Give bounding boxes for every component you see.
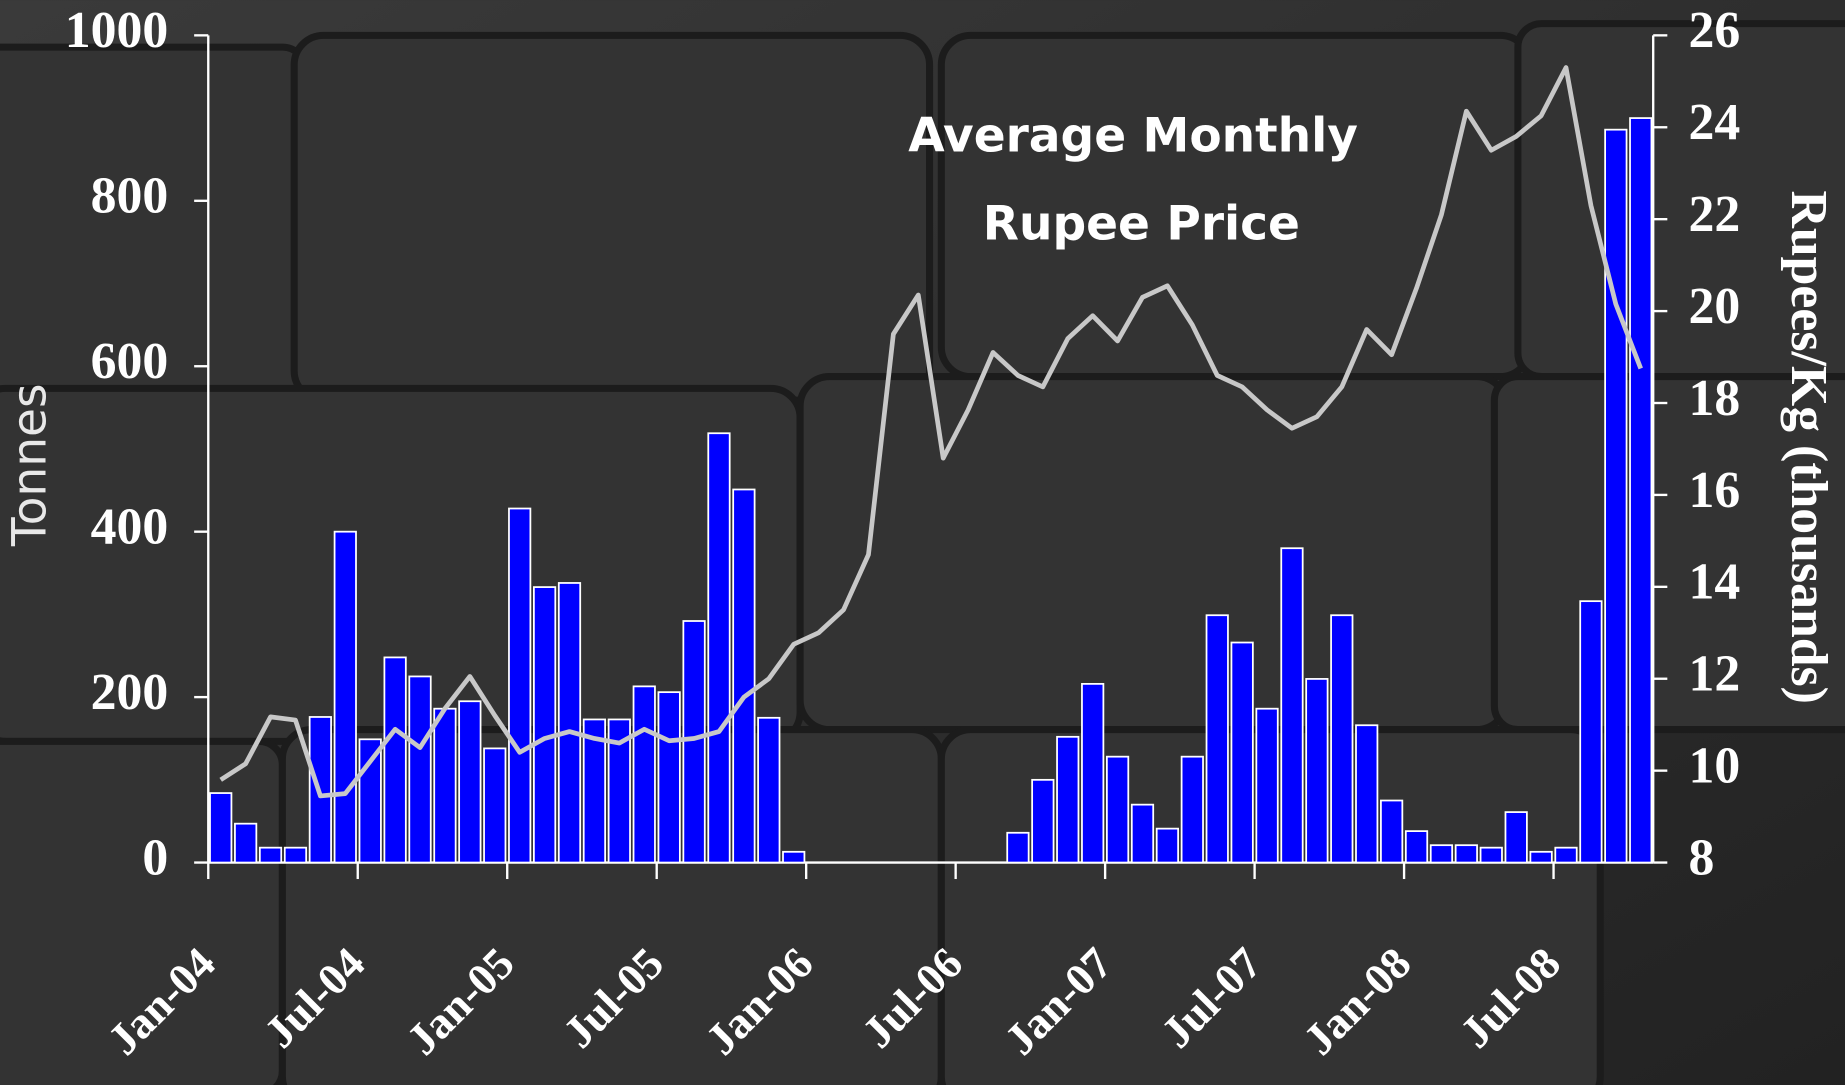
bar: [1182, 757, 1203, 863]
y2-tick-label: 26: [1689, 2, 1741, 59]
bar: [559, 583, 580, 863]
bar: [1207, 615, 1228, 862]
bar: [534, 587, 555, 862]
bar: [384, 657, 405, 862]
bar: [1157, 829, 1178, 863]
bar: [733, 489, 754, 862]
bar: [1630, 118, 1651, 862]
bar: [509, 509, 530, 863]
bar: [1406, 831, 1427, 862]
bar: [708, 433, 729, 862]
bar: [409, 676, 430, 862]
y2-tick-label: 24: [1689, 94, 1741, 151]
bar: [783, 852, 804, 863]
y-tick-label: 800: [91, 168, 169, 225]
bar: [1132, 805, 1153, 863]
bar: [658, 692, 679, 862]
y2-tick-label: 8: [1689, 829, 1715, 886]
bar: [1007, 833, 1028, 863]
bar: [1256, 709, 1277, 863]
y2-axis-label: Rupees/Kg (thousands): [1780, 190, 1837, 703]
y2-tick-label: 20: [1689, 278, 1741, 335]
y2-tick-label: 22: [1689, 186, 1741, 243]
bar: [1082, 684, 1103, 863]
bar: [285, 848, 306, 863]
bar: [1605, 130, 1626, 863]
bar: [1481, 848, 1502, 863]
annotation: Rupee Price: [983, 197, 1300, 252]
bar: [1057, 737, 1078, 863]
bar: [1032, 780, 1053, 863]
bar: [1431, 845, 1452, 862]
y2-tick-label: 12: [1689, 646, 1741, 703]
bar: [1356, 725, 1377, 862]
y2-tick-label: 14: [1689, 554, 1741, 611]
bar: [335, 532, 356, 863]
bar: [1107, 757, 1128, 863]
bar: [1580, 601, 1601, 862]
bar: [1555, 848, 1576, 863]
bricks: [0, 24, 1845, 1085]
bar: [1530, 852, 1551, 863]
bar: [434, 709, 455, 863]
bar: [758, 718, 779, 863]
y-tick-label: 1000: [65, 2, 169, 59]
annotation: Average Monthly: [908, 108, 1358, 163]
bar: [683, 621, 704, 863]
chart: Average Monthly Rupee Price Tonnes Rupee…: [0, 0, 1845, 1085]
bar: [210, 793, 231, 862]
y-axis-label: Tonnes: [2, 384, 57, 548]
bar: [1281, 548, 1302, 862]
bar: [260, 848, 281, 863]
bar: [634, 686, 655, 862]
y-tick-label: 0: [142, 829, 168, 886]
y2-tick-label: 16: [1689, 462, 1741, 519]
bar: [235, 824, 256, 863]
bar: [1331, 615, 1352, 862]
y2-tick-label: 10: [1689, 738, 1741, 795]
bar: [1505, 812, 1526, 862]
bar: [484, 748, 505, 862]
y-tick-label: 400: [91, 499, 169, 556]
bar: [1231, 643, 1252, 863]
y2-tick-label: 18: [1689, 370, 1741, 427]
bar: [1306, 679, 1327, 863]
bar: [459, 701, 480, 862]
y-tick-label: 600: [91, 333, 169, 390]
y-tick-label: 200: [91, 664, 169, 721]
bar: [1456, 845, 1477, 862]
bar: [1381, 801, 1402, 863]
